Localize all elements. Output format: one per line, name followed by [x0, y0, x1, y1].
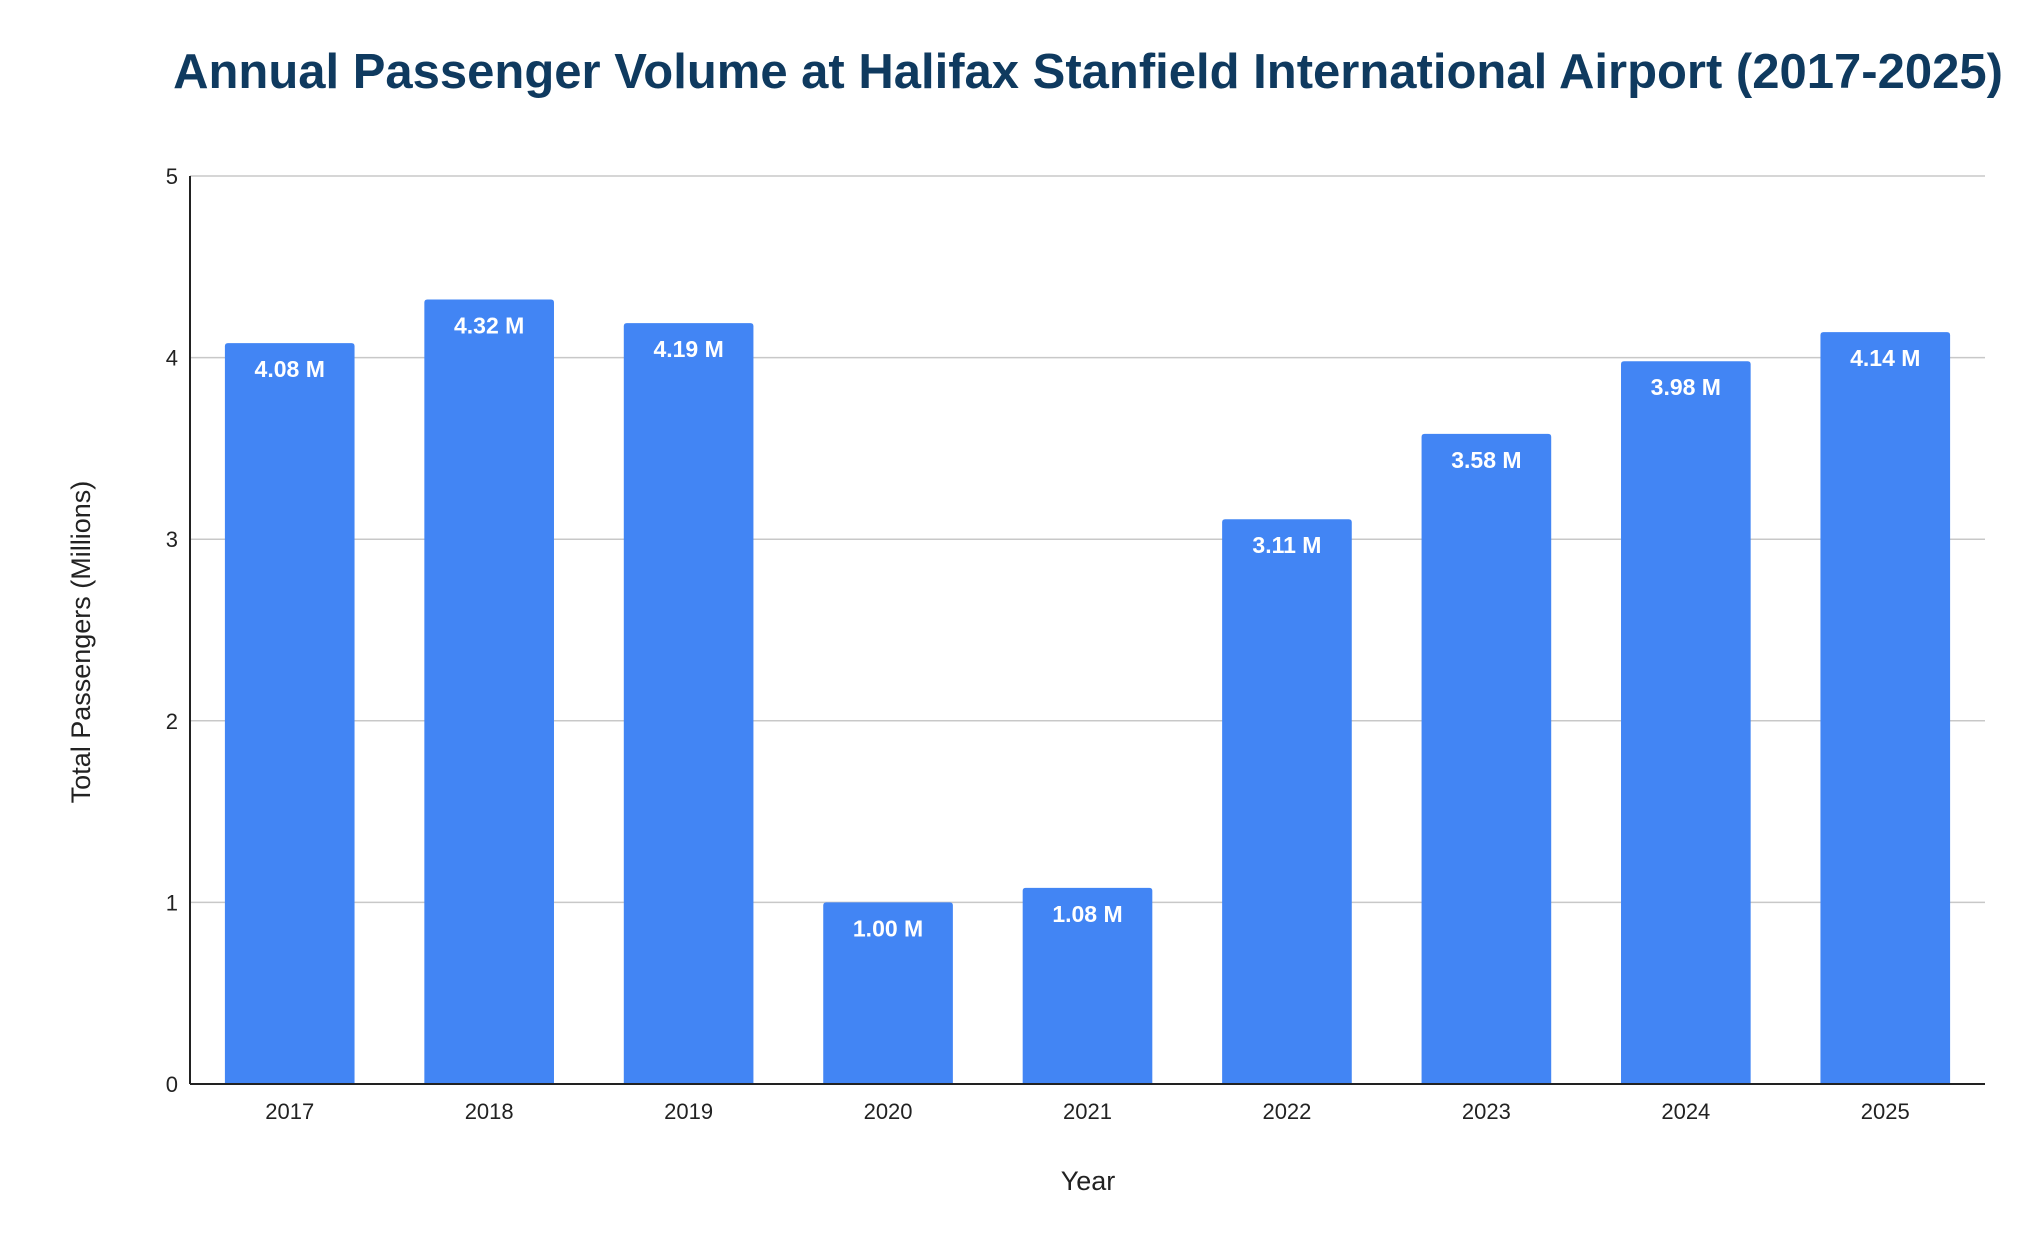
x-tick-label: 2018: [465, 1099, 514, 1124]
data-label-2025: 4.14 M: [1850, 345, 1920, 371]
data-label-2024: 3.98 M: [1651, 374, 1721, 400]
x-tick-label: 2022: [1262, 1099, 1311, 1124]
x-tick-label: 2017: [265, 1099, 314, 1124]
chart-title: Annual Passenger Volume at Halifax Stanf…: [173, 45, 2003, 99]
y-axis-title: Total Passengers (Millions): [66, 481, 96, 804]
bar-data-labels: 4.08 M 4.32 M 4.19 M 1.00 M 1.08 M 3.11 M 3.58…: [255, 312, 1921, 941]
y-tick-label: 4: [166, 346, 178, 371]
y-tick-label: 3: [166, 527, 178, 552]
x-tick-label: 2025: [1861, 1099, 1910, 1124]
x-tick-label: 2024: [1661, 1099, 1710, 1124]
data-label-2017: 4.08 M: [255, 356, 325, 382]
x-tick-label: 2023: [1462, 1099, 1511, 1124]
x-axis-title: Year: [1061, 1166, 1116, 1196]
bar-2020: [823, 902, 953, 1084]
bar-2021: [1022, 887, 1153, 1084]
data-label-2022: 3.11 M: [1252, 532, 1321, 558]
y-tick-label: 1: [166, 890, 178, 915]
y-tick-label: 2: [166, 709, 178, 734]
bar-2018: [424, 299, 554, 1084]
bar-2022: [1222, 519, 1352, 1084]
bar-2017: [224, 343, 355, 1084]
x-tick-label: 2021: [1063, 1099, 1112, 1124]
x-tick-label: 2019: [664, 1099, 713, 1124]
y-tick-label: 0: [166, 1072, 178, 1097]
y-axis-tick-labels: 0 1 2 3 4 5: [166, 164, 178, 1097]
data-label-2023: 3.58 M: [1451, 447, 1521, 473]
x-axis-tick-labels: 2017 2018 2019 2020 2021 2022 2023 2024 2025: [265, 1099, 1910, 1124]
x-tick-label: 2020: [864, 1099, 913, 1124]
bars: [224, 299, 1951, 1084]
y-tick-label: 5: [166, 164, 178, 189]
data-label-2018: 4.32 M: [454, 312, 524, 338]
bar-2025: [1820, 332, 1951, 1084]
bar-2024: [1621, 361, 1751, 1084]
data-label-2021: 1.08 M: [1052, 901, 1122, 927]
bar-2019: [623, 323, 754, 1084]
data-label-2019: 4.19 M: [653, 336, 723, 362]
data-label-2020: 1.00 M: [853, 915, 923, 941]
bar-2023: [1421, 433, 1552, 1084]
